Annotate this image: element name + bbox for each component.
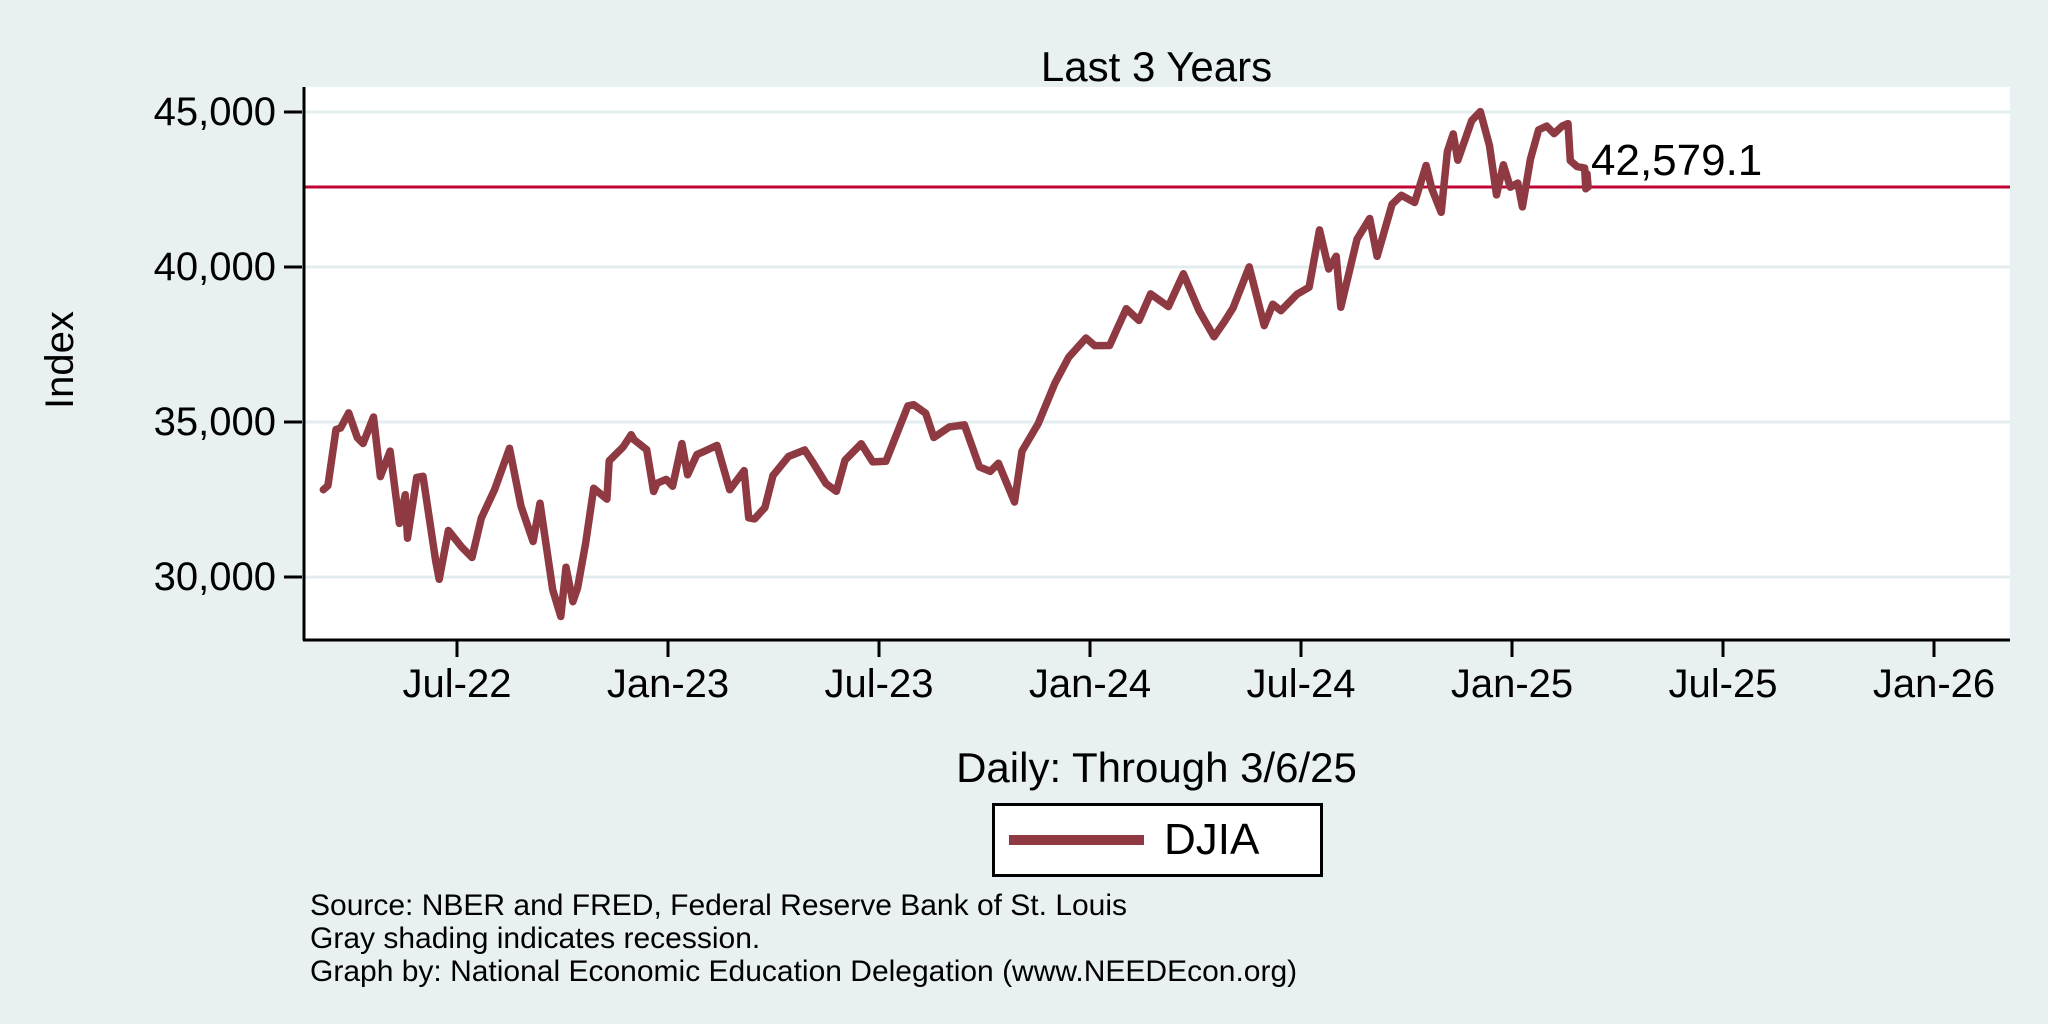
x-tick-label: Jul-23	[824, 662, 934, 706]
note-recession: Gray shading indicates recession.	[310, 922, 761, 955]
chart-title: Last 3 Years	[1040, 43, 1273, 90]
y-tick-label: 30,000	[153, 555, 276, 599]
x-tick-label: Jul-24	[1246, 662, 1356, 706]
legend: DJIA	[992, 803, 1323, 877]
note-credit: Graph by: National Economic Education De…	[310, 955, 1298, 988]
x-tick-label: Jul-22	[402, 662, 512, 706]
y-tick-label: 35,000	[153, 400, 276, 444]
x-tick-label: Jan-26	[1872, 662, 1996, 706]
x-tick-label: Jul-25	[1668, 662, 1778, 706]
note-source: Source: NBER and FRED, Federal Reserve B…	[310, 889, 1128, 922]
x-tick-label: Jan-25	[1450, 662, 1574, 706]
x-tick-label: Jan-24	[1028, 662, 1152, 706]
y-tick-label: 40,000	[153, 245, 276, 289]
legend-line-swatch	[1009, 835, 1144, 845]
y-tick-label: 45,000	[153, 90, 276, 134]
source-notes: Source: NBER and FRED, Federal Reserve B…	[310, 889, 1297, 988]
reference-value-annotation: 42,579.1	[1591, 136, 1763, 186]
legend-series-label: DJIA	[1164, 815, 1260, 864]
x-tick-label: Jan-23	[606, 662, 730, 706]
chart-subtitle: Daily: Through 3/6/25	[956, 744, 1357, 791]
